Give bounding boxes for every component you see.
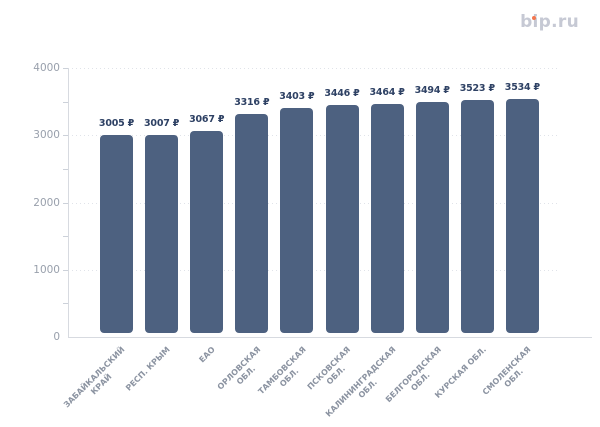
y-axis-label: 4000 <box>33 62 60 74</box>
bar-value-label: 3005 ₽ <box>98 118 135 129</box>
logo-i-dot <box>532 15 537 21</box>
bar-value-label: 3523 ₽ <box>459 83 495 94</box>
x-axis-line <box>68 337 592 338</box>
bar-value-label: 3316 ₽ <box>234 97 270 108</box>
x-axis-label: РЕСП. КРЫМ <box>124 345 172 393</box>
y-axis-tick <box>63 269 68 271</box>
y-axis-tick <box>63 135 68 137</box>
x-axis-label: СМОЛЕНСКАЯ ОБЛ. <box>480 345 533 397</box>
bar-value-label: 3494 ₽ <box>414 85 450 96</box>
bar-value-label: 3464 ₽ <box>369 87 405 98</box>
y-axis-label: 1000 <box>33 263 60 276</box>
bar-chart: 4000 3000 2000 1000 0 3005 ₽ ЗАБАЙКАЛЬСКИЙ КРАЙ… <box>33 62 592 419</box>
y-axis-tick <box>63 202 68 204</box>
bar[interactable] <box>415 102 449 333</box>
y-axis-label: 0 <box>53 331 60 343</box>
x-axis-label: ЕАО <box>197 345 218 365</box>
bar[interactable] <box>280 108 314 333</box>
bar[interactable] <box>235 114 269 333</box>
y-axis-tick <box>63 303 68 305</box>
y-axis-line <box>68 68 69 337</box>
bar[interactable] <box>505 99 539 333</box>
site-logo-text: bip.ru <box>520 12 579 32</box>
bar-value-label: 3067 ₽ <box>189 114 225 125</box>
bar[interactable] <box>325 105 359 333</box>
y-axis-tick <box>63 236 68 238</box>
bar[interactable] <box>190 131 224 333</box>
bar[interactable] <box>100 135 133 333</box>
site-logo[interactable]: bip.ru <box>520 12 579 32</box>
bar-value-label: 3403 ₽ <box>279 91 315 102</box>
bar[interactable] <box>370 104 404 333</box>
bar-value-label: 3534 ₽ <box>504 82 540 93</box>
y-axis-label: 3000 <box>33 129 60 142</box>
bar-value-label: 3007 ₽ <box>144 118 180 129</box>
bar[interactable] <box>460 100 494 333</box>
x-axis-label: ЗАБАЙКАЛЬСКИЙ КРАЙ <box>62 345 127 410</box>
y-axis-label: 2000 <box>33 196 60 209</box>
bar-value-label: 3446 ₽ <box>324 88 360 99</box>
bar[interactable] <box>145 135 179 333</box>
y-axis-tick <box>63 168 68 170</box>
y-axis-tick <box>63 68 68 69</box>
gridline <box>68 68 557 69</box>
y-axis-tick <box>63 101 68 103</box>
